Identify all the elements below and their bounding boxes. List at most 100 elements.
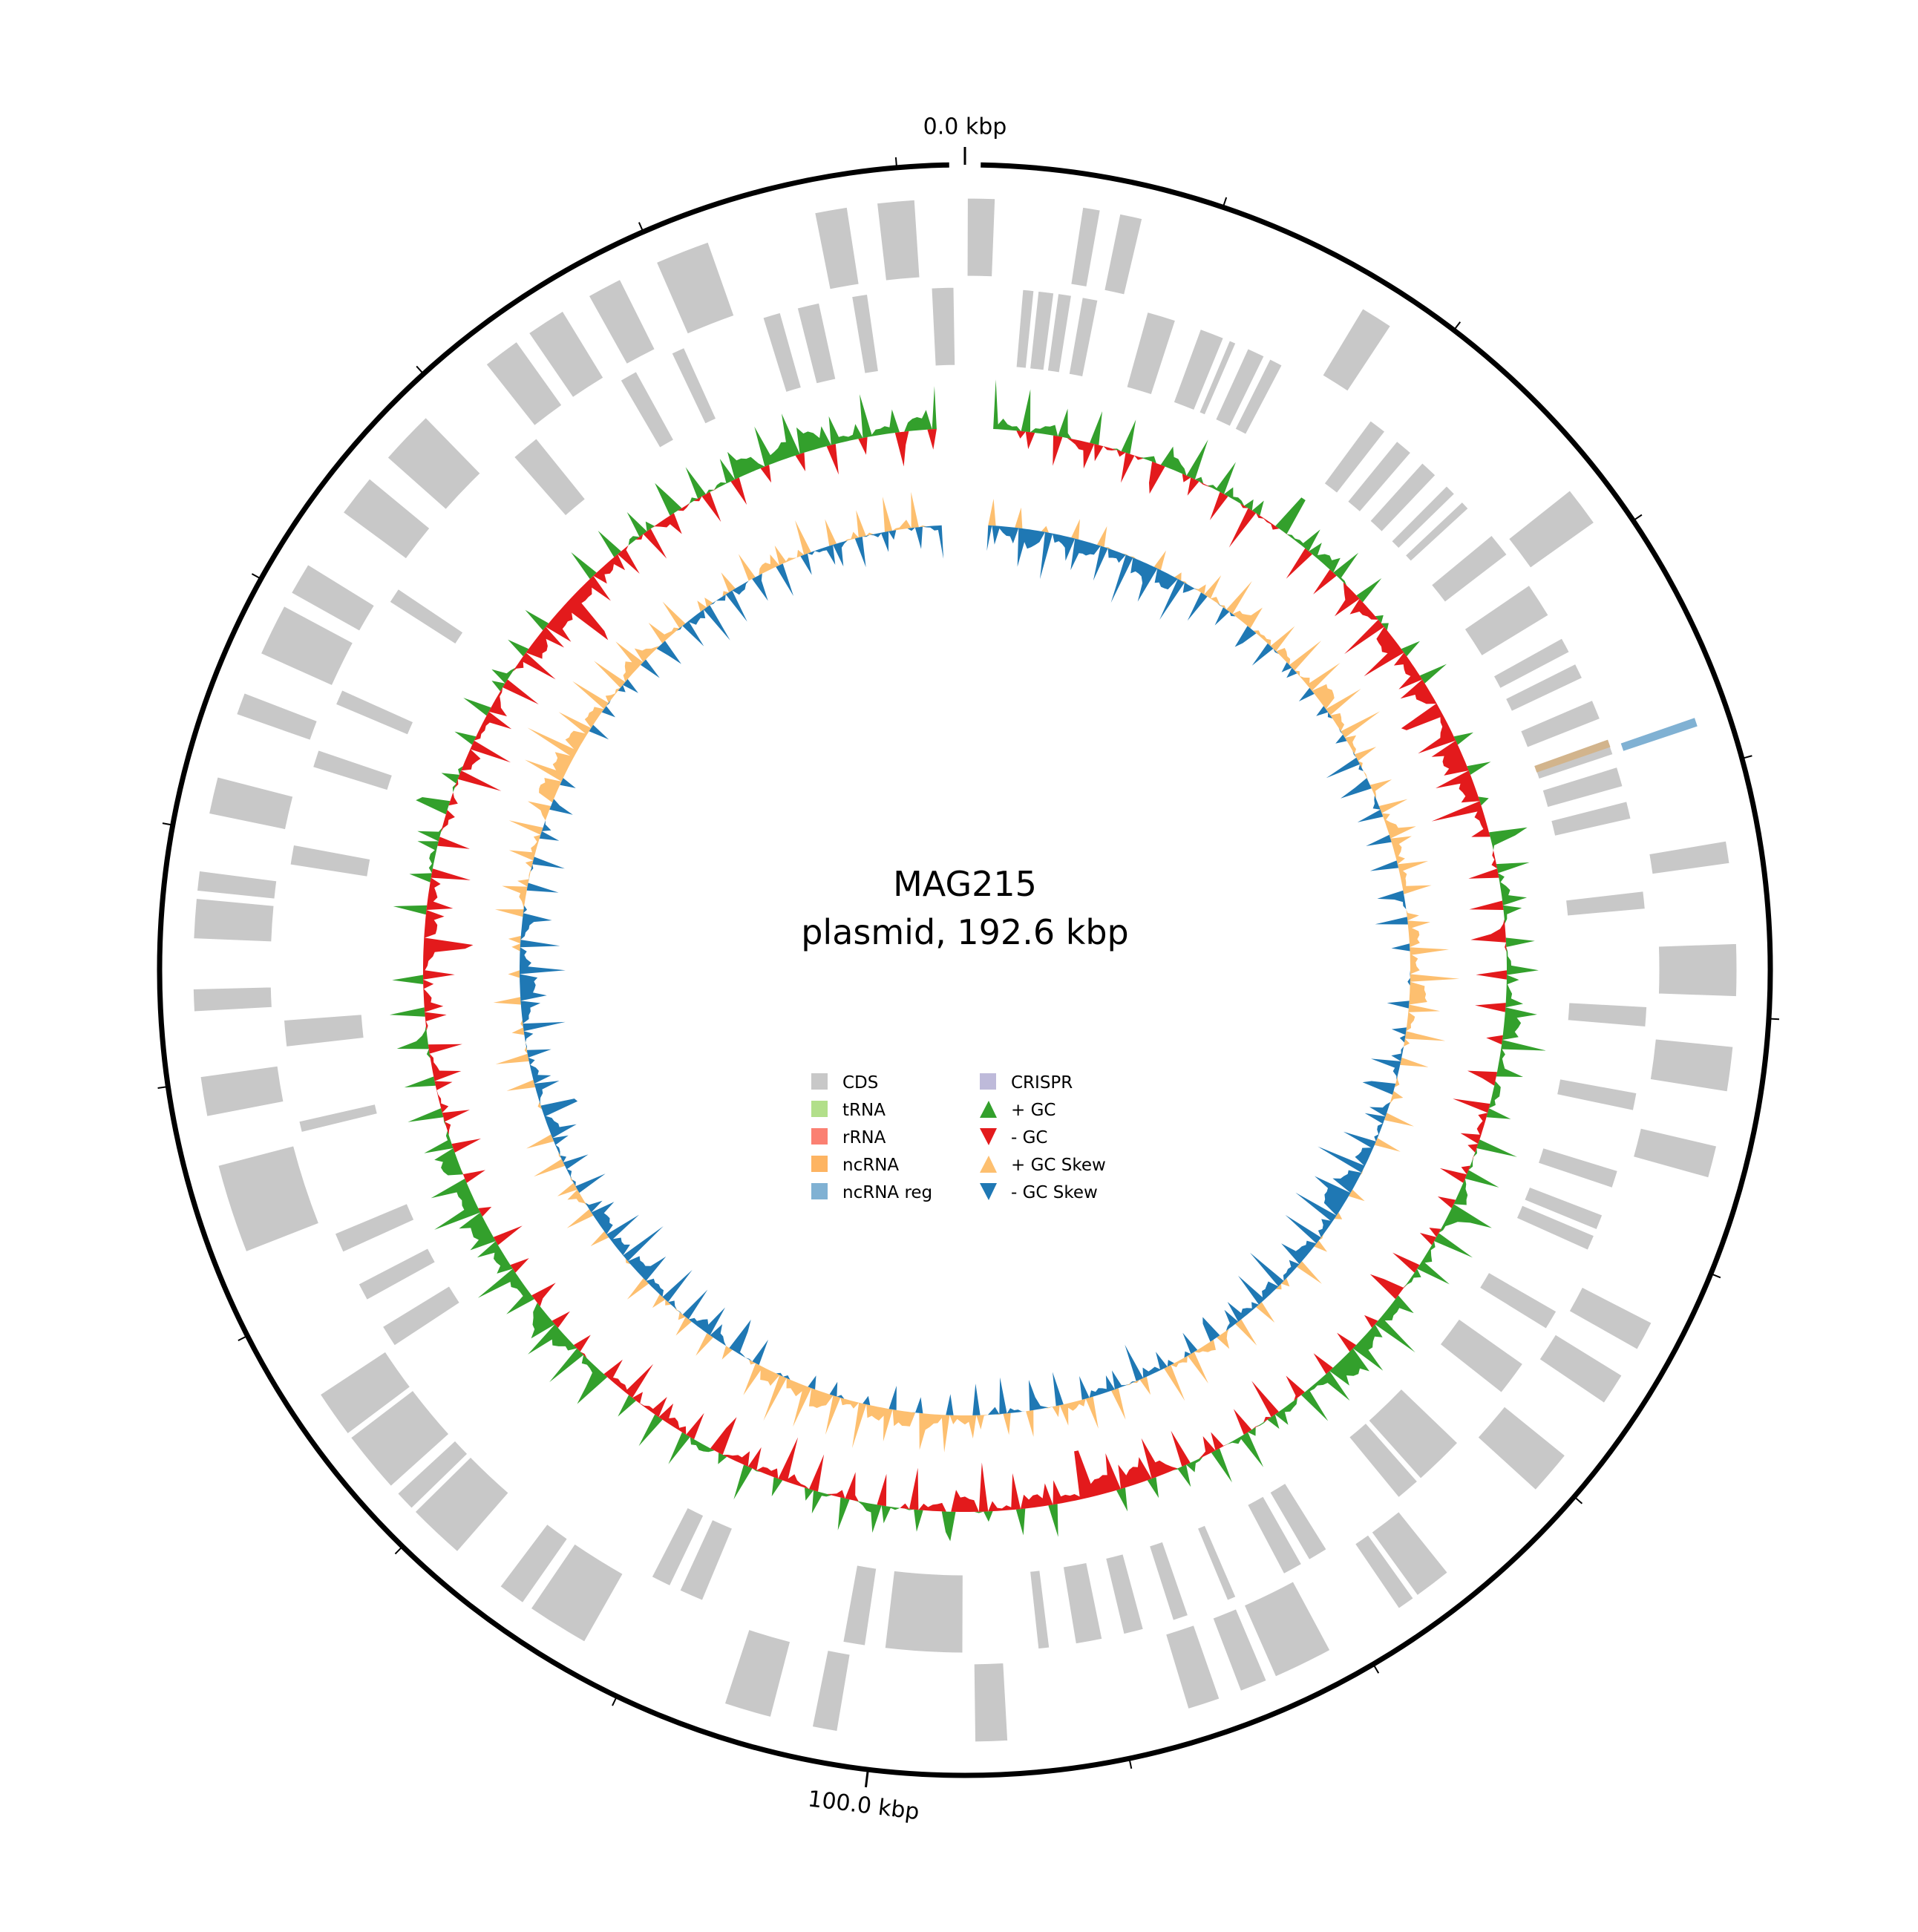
minor-tick <box>162 822 173 826</box>
minor-tick <box>416 365 425 375</box>
minor-tick <box>238 1335 248 1341</box>
cds-forward <box>814 206 860 290</box>
cds-forward <box>1212 1608 1267 1692</box>
cds-forward <box>1104 213 1143 295</box>
cds-reverse <box>1126 311 1176 396</box>
legend-item: ncRNA <box>811 1156 899 1175</box>
cds-reverse <box>1068 297 1099 378</box>
cds-forward <box>260 605 354 687</box>
cds-forward <box>319 1351 411 1435</box>
legend-label: + GC Skew <box>1011 1156 1106 1175</box>
cds-forward <box>724 1628 791 1718</box>
cds-reverse <box>762 312 802 393</box>
cds-reverse <box>1567 1002 1648 1027</box>
plot-title: MAG215 <box>893 864 1037 904</box>
legend-label: rRNA <box>842 1128 886 1147</box>
cds-forward <box>588 278 655 365</box>
cds-reverse <box>1197 1525 1237 1601</box>
cds-reverse <box>1234 358 1283 435</box>
legend-label: - GC Skew <box>1011 1183 1098 1202</box>
genome-outline <box>157 162 1773 1778</box>
minor-tick <box>894 157 898 168</box>
minor-tick <box>1768 1018 1780 1021</box>
cds-reverse <box>1493 638 1570 690</box>
minor-tick <box>1128 1758 1133 1769</box>
cds-reverse <box>1030 290 1055 371</box>
cds-forward <box>811 1649 851 1732</box>
legend-item: CRISPR <box>980 1073 1073 1093</box>
cds-reverse <box>884 1570 963 1654</box>
cds-forward <box>530 1543 623 1643</box>
legend: CDS tRNA rRNA ncRNA ncRNA reg CRISPR + GC - GC +… <box>811 1073 1106 1202</box>
cds-reverse <box>620 371 675 448</box>
plot-subtitle: plasmid, 192.6 kbp <box>801 912 1129 952</box>
cds-forward <box>1649 840 1730 875</box>
feature-tracks <box>192 197 1738 1743</box>
cds-reverse <box>1173 328 1224 411</box>
major-tick <box>864 1769 869 1788</box>
cds-reverse <box>312 750 393 791</box>
cds-forward <box>196 870 278 900</box>
legend-item: tRNA <box>811 1101 886 1120</box>
cds-reverse <box>1505 663 1583 713</box>
legend-swatch <box>811 1156 828 1172</box>
cds-reverse <box>1556 1078 1637 1111</box>
minor-tick <box>1222 197 1228 208</box>
legend-swatch <box>980 1183 997 1200</box>
legend-swatch <box>811 1073 828 1090</box>
legend-swatch <box>811 1128 828 1145</box>
legend-item: ncRNA reg <box>811 1183 932 1202</box>
cds-reverse <box>842 1565 877 1646</box>
cds-reverse <box>1247 1496 1303 1575</box>
cds-forward <box>1657 943 1738 998</box>
cds-reverse <box>389 588 464 645</box>
minor-tick <box>251 573 262 580</box>
minor-tick <box>1741 755 1752 759</box>
cds-reverse <box>851 293 879 374</box>
cds-reverse <box>1520 699 1601 748</box>
cds-reverse <box>1199 340 1237 416</box>
legend-swatch <box>980 1073 996 1090</box>
minor-tick <box>394 1545 403 1555</box>
minor-tick <box>638 222 644 232</box>
gc-skew-negative-area <box>520 525 1410 1415</box>
legend-item: + GC Skew <box>980 1156 1106 1175</box>
cds-reverse <box>1047 293 1073 373</box>
cds-reverse <box>1551 801 1631 836</box>
cds-forward <box>1322 308 1392 392</box>
cds-reverse <box>1537 1147 1618 1189</box>
cds-forward <box>1568 1286 1652 1350</box>
legend-label: CRISPR <box>1011 1073 1073 1093</box>
cds-forward <box>655 241 735 335</box>
axis-ticks: 0.0 kbp 100.0 kbp <box>157 114 1780 1825</box>
legend-item: - GC <box>980 1128 1048 1147</box>
cds-reverse <box>1391 485 1456 549</box>
cds-reverse <box>1030 1570 1050 1650</box>
legend-label: ncRNA reg <box>842 1183 932 1202</box>
outer-circle <box>157 162 1773 1778</box>
cds-forward <box>485 341 563 427</box>
legend-swatch <box>811 1183 828 1199</box>
cds-forward <box>1539 1334 1623 1404</box>
cds-reverse <box>1062 1562 1103 1645</box>
cds-reverse <box>1105 1553 1144 1635</box>
legend-swatch <box>980 1101 997 1118</box>
cds-reverse <box>1323 420 1386 494</box>
minor-tick <box>1710 1273 1721 1279</box>
cds-reverse <box>1215 348 1265 428</box>
gc-skew-positive-area <box>493 491 1460 1453</box>
legend-item: rRNA <box>811 1128 886 1147</box>
cds-reverse <box>334 1202 415 1253</box>
cds-reverse <box>358 1248 436 1300</box>
cds-reverse <box>335 690 414 736</box>
cds-forward <box>290 564 376 632</box>
cds-reverse <box>1430 534 1508 603</box>
cds-forward <box>1354 1534 1414 1609</box>
cds-reverse <box>1542 766 1623 808</box>
cds-forward <box>966 197 996 278</box>
cds-forward <box>528 310 604 399</box>
ncrna-reg-feature <box>1620 718 1698 751</box>
cds-forward <box>1477 1406 1566 1491</box>
